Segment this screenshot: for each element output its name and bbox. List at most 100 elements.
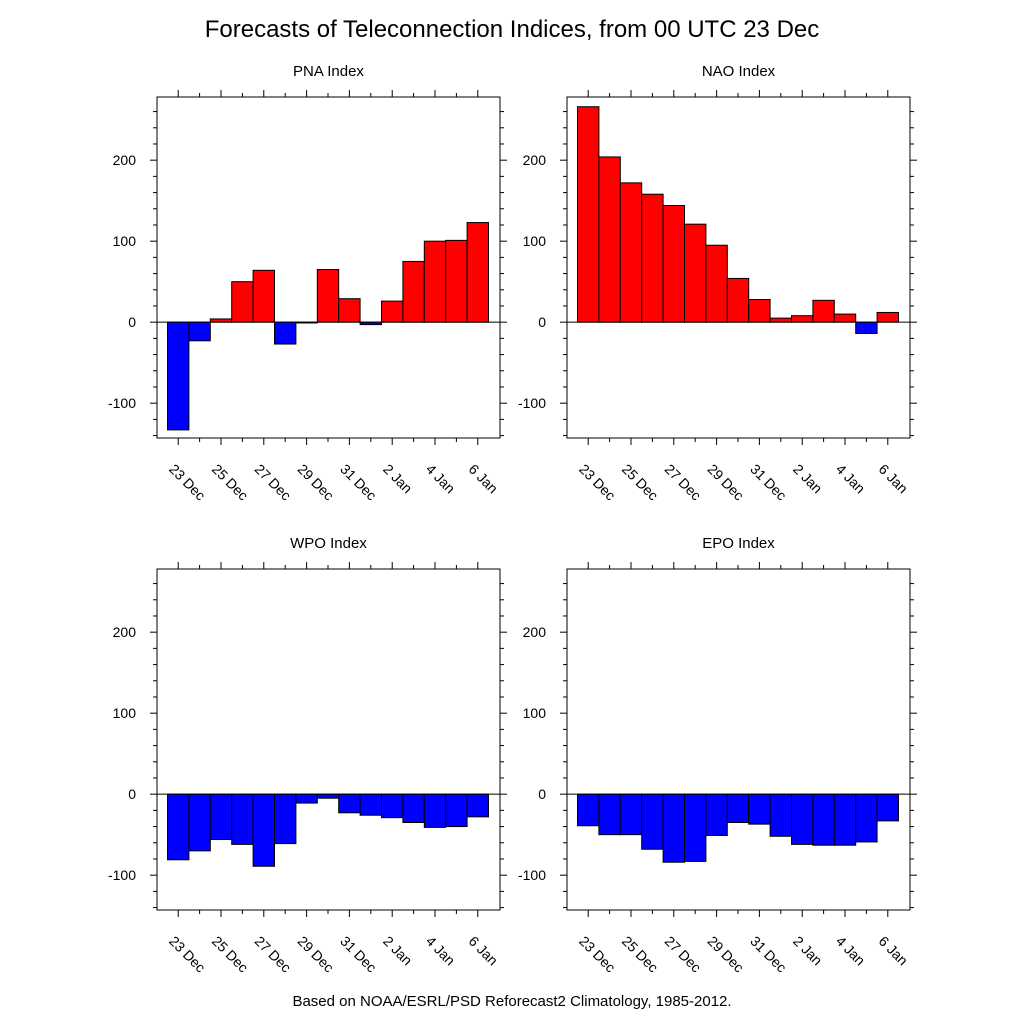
- epo-bar: [577, 793, 600, 827]
- wpo-x-tick-label: 29 Dec: [294, 933, 337, 976]
- pna-bar: [316, 269, 340, 323]
- nao-panel-title: NAO Index: [702, 63, 776, 80]
- wpo-y-tick-label: 100: [113, 705, 137, 721]
- wpo-panel-title: WPO Index: [290, 535, 367, 552]
- nao-bar: [748, 298, 771, 323]
- nao-bar: [876, 311, 899, 323]
- pna-bar: [402, 260, 425, 323]
- pna-bar: [381, 300, 404, 323]
- wpo-frame: [156, 568, 501, 911]
- nao-bar: [791, 315, 814, 323]
- nao-x-tick-label: 4 Jan: [833, 461, 869, 497]
- epo-y-tick-label: 200: [523, 624, 547, 640]
- pna-y-tick-label: 100: [113, 233, 137, 249]
- epo-bar: [726, 793, 750, 824]
- epo-y-tick-label: -100: [518, 867, 546, 883]
- pna-bar: [252, 269, 276, 323]
- wpo-bar: [295, 793, 318, 804]
- nao-y-tick-label: 100: [523, 233, 547, 249]
- pna-x-tick-label: 29 Dec: [294, 461, 337, 504]
- wpo-bar: [338, 793, 361, 814]
- wpo-x-tick-label: 6 Jan: [466, 933, 502, 969]
- epo-x-tick-label: 31 Dec: [747, 933, 790, 976]
- wpo-bar: [359, 793, 383, 816]
- epo-bar: [662, 793, 685, 863]
- wpo-y-tick-label: -100: [108, 867, 136, 883]
- pna-y-tick-label: 0: [128, 314, 136, 330]
- wpo-y-tick-label: 0: [128, 786, 136, 802]
- wpo-bar: [316, 793, 340, 799]
- pna-x-tick-label: 25 Dec: [209, 461, 252, 504]
- nao-y-tick-label: 0: [538, 314, 546, 330]
- nao-x-tick-label: 31 Dec: [747, 461, 790, 504]
- pna-bar: [338, 298, 361, 323]
- pna-bar: [274, 321, 297, 345]
- footer-note: Based on NOAA/ESRL/PSD Reforecast2 Clima…: [292, 993, 732, 1010]
- pna-x-tick-label: 2 Jan: [380, 461, 416, 497]
- epo-x-tick-label: 6 Jan: [876, 933, 912, 969]
- nao-bar: [598, 156, 621, 323]
- epo-bar: [748, 793, 771, 825]
- nao-bar: [726, 277, 750, 323]
- pna-y-tick-label: 200: [113, 152, 137, 168]
- wpo-bar: [188, 793, 211, 852]
- nao-x-tick-label: 29 Dec: [704, 461, 747, 504]
- epo-chart: -100 0 100 200 23 Dec 25 Dec 27 Dec 29 Dec 31 De…: [518, 535, 917, 975]
- epo-bar: [833, 793, 857, 846]
- epo-bar: [598, 793, 621, 836]
- pna-bar: [231, 281, 254, 323]
- epo-bar: [769, 793, 792, 837]
- epo-x-tick-label: 4 Jan: [833, 933, 869, 969]
- nao-bar: [812, 299, 835, 323]
- pna-bar: [445, 239, 468, 323]
- epo-frame: [566, 568, 911, 911]
- wpo-bar: [167, 793, 190, 861]
- nao-x-tick-label: 6 Jan: [876, 461, 912, 497]
- epo-panel-title: EPO Index: [702, 535, 775, 552]
- nao-bar: [577, 106, 600, 323]
- nao-bar: [662, 205, 685, 323]
- epo-x-tick-label: 25 Dec: [619, 933, 662, 976]
- wpo-bar: [402, 793, 425, 824]
- epo-bar: [684, 793, 707, 862]
- wpo-bar: [274, 793, 297, 845]
- pna-x-tick-label: 6 Jan: [466, 461, 502, 497]
- nao-bar: [705, 244, 728, 323]
- nao-x-tick-label: 23 Dec: [576, 461, 619, 504]
- pna-y-tick-label: -100: [108, 395, 136, 411]
- nao-x-tick-label: 2 Jan: [790, 461, 826, 497]
- pna-x-tick-label: 4 Jan: [423, 461, 459, 497]
- nao-x-tick-label: 27 Dec: [662, 461, 705, 504]
- epo-bar: [705, 793, 728, 836]
- nao-y-tick-label: 200: [523, 152, 547, 168]
- epo-x-tick-label: 29 Dec: [704, 933, 747, 976]
- nao-y-tick-label: -100: [518, 395, 546, 411]
- epo-bar: [619, 793, 643, 836]
- epo-bar: [876, 793, 899, 822]
- pna-bar: [423, 240, 447, 323]
- nao-bar: [684, 223, 707, 323]
- wpo-bar: [423, 793, 447, 828]
- wpo-x-tick-label: 23 Dec: [166, 933, 209, 976]
- epo-bar: [641, 793, 664, 850]
- wpo-bar: [231, 793, 254, 845]
- nao-bar: [769, 317, 792, 323]
- wpo-x-tick-label: 27 Dec: [252, 933, 295, 976]
- pna-panel-title: PNA Index: [293, 63, 364, 80]
- nao-bar: [619, 182, 643, 323]
- wpo-bar: [466, 793, 490, 818]
- wpo-x-tick-label: 31 Dec: [337, 933, 380, 976]
- wpo-bar: [252, 793, 276, 867]
- epo-y-tick-label: 100: [523, 705, 547, 721]
- pna-x-tick-label: 23 Dec: [166, 461, 209, 504]
- wpo-bar: [381, 793, 404, 819]
- epo-x-tick-label: 23 Dec: [576, 933, 619, 976]
- pna-bar: [188, 321, 211, 342]
- pna-bar: [466, 222, 490, 323]
- pna-x-tick-label: 27 Dec: [252, 461, 295, 504]
- nao-bar: [833, 313, 857, 323]
- wpo-chart: -100 0 100 200 23 Dec 25 Dec 27 Dec 29 Dec 31 De…: [108, 535, 507, 975]
- nao-x-tick-label: 25 Dec: [619, 461, 662, 504]
